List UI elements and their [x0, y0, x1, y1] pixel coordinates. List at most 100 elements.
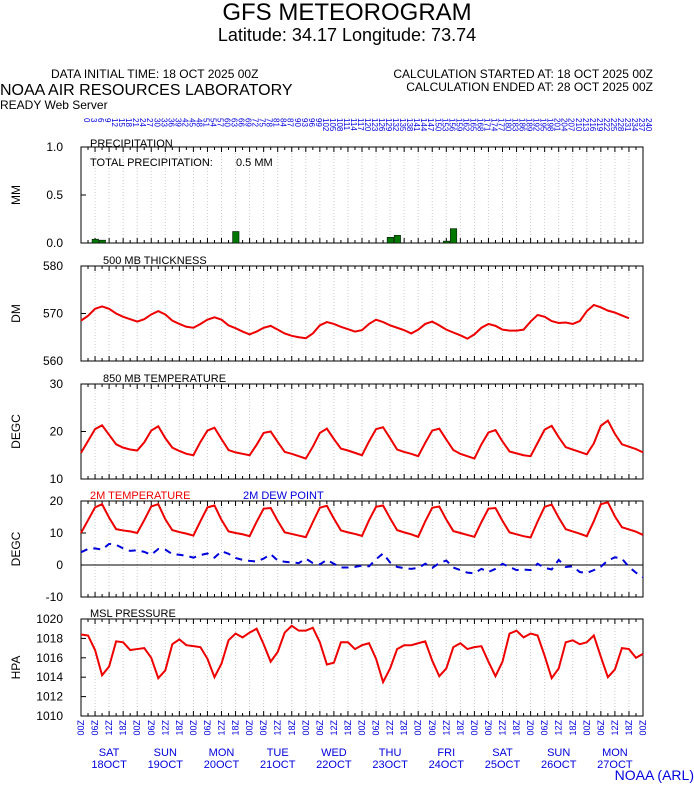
series-line	[80, 419, 644, 460]
bottom-hour-label: 00Z	[638, 720, 648, 736]
y-tick-label: 0.5	[46, 188, 63, 202]
top-hour-label: 54	[208, 118, 217, 127]
data-initial-time: DATA INITIAL TIME: 18 OCT 2025 00Z	[51, 67, 259, 81]
top-hour-label: 51	[201, 118, 210, 127]
bottom-hour-label: 12Z	[329, 720, 339, 736]
day-date-label: 20OCT	[204, 759, 240, 771]
precip-bar	[450, 228, 458, 244]
bottom-hour-label: 18Z	[624, 720, 634, 736]
title: GFS METEOROGRAM	[222, 0, 472, 26]
bottom-hour-label: 12Z	[554, 720, 564, 736]
top-hour-label: 102	[321, 118, 330, 132]
y-axis-label: DM	[9, 304, 23, 323]
panel-title: MSL PRESSURE	[90, 608, 176, 620]
top-hour-label: 189	[525, 118, 534, 132]
precip-bar	[443, 240, 451, 244]
y-tick-label: 1010	[36, 709, 63, 723]
y-tick-label: 10	[50, 472, 64, 486]
day-date-label: 25OCT	[485, 759, 521, 771]
lab-name: NOAA AIR RESOURCES LABORATORY	[0, 82, 293, 99]
panel-title-temp: 2M TEMPERATURE	[90, 490, 190, 502]
top-hour-label: 180	[504, 118, 513, 132]
bottom-hour-label: 06Z	[146, 720, 156, 736]
day-of-week-label: WED	[321, 747, 347, 759]
total-precip-value: 0.5 MM	[236, 157, 273, 169]
top-hour-label: 225	[609, 118, 618, 132]
precip-bar	[232, 231, 240, 244]
top-hour-label: 234	[630, 118, 639, 132]
top-hour-label: 99	[314, 118, 323, 127]
top-hour-label: 132	[391, 118, 400, 132]
bottom-hour-label: 12Z	[160, 720, 170, 736]
location: Latitude: 34.17 Longitude: 73.74	[217, 25, 477, 45]
y-axis-label: HPA	[9, 656, 23, 680]
bottom-hour-label: 00Z	[76, 720, 86, 736]
top-hour-label: 177	[496, 118, 505, 132]
bottom-hour-label: 12Z	[104, 720, 114, 736]
top-hour-label: 192	[532, 118, 541, 132]
top-hour-label: 159	[454, 118, 463, 132]
top-hour-label: 15	[117, 118, 126, 127]
day-of-week-label: SUN	[154, 747, 177, 759]
bottom-hour-label: 18Z	[512, 720, 522, 736]
panel-1: 560 570 580 DM 500 MB THICKNESS	[9, 255, 644, 368]
panel-title: 500 MB THICKNESS	[103, 255, 207, 267]
panel-2: 10 20 30 DEGC 850 MB TEMPERATURE	[9, 373, 644, 486]
top-hour-label: 111	[342, 118, 351, 131]
panel-0: 0.0 0.5 1.0 MM PRECIPITATION TOTAL PRECIPITAT…	[9, 138, 644, 250]
bottom-hour-label: 00Z	[188, 720, 198, 736]
bottom-hour-label: 12Z	[610, 720, 620, 736]
bottom-hour-label: 06Z	[371, 720, 381, 736]
panel-title-dewpoint: 2M DEW POINT	[243, 490, 324, 502]
top-hour-label: 42	[180, 118, 189, 127]
bottom-hour-label: 00Z	[132, 720, 142, 736]
top-hour-label: 168	[475, 118, 484, 132]
top-hour-label: 240	[644, 118, 653, 132]
top-hour-label: 129	[384, 118, 393, 132]
bottom-hour-label: 00Z	[469, 720, 479, 736]
panel-title: PRECIPITATION	[90, 138, 173, 150]
bottom-hour-label: 18Z	[343, 720, 353, 736]
top-hour-label: 147	[426, 118, 435, 132]
bottom-hour-label: 06Z	[90, 720, 100, 736]
day-date-label: 18OCT	[91, 759, 127, 771]
top-hour-label: 222	[602, 118, 611, 132]
y-tick-label: 560	[43, 354, 63, 368]
top-hour-label: 9	[103, 118, 112, 123]
top-hour-label: 174	[489, 118, 498, 132]
y-tick-label: 570	[43, 307, 63, 321]
bottom-hour-label: 12Z	[385, 720, 395, 736]
top-hour-label: 228	[616, 118, 625, 132]
y-axis-label: MM	[9, 185, 23, 205]
bottom-hour-label: 12Z	[217, 720, 227, 736]
top-hour-label: 156	[447, 118, 456, 132]
top-hour-label: 105	[328, 118, 337, 132]
bottom-hour-label: 06Z	[596, 720, 606, 736]
bottom-hour-label: 00Z	[526, 720, 536, 736]
top-hour-label: 231	[623, 118, 632, 132]
top-hour-label: 93	[300, 118, 309, 127]
top-hour-label: 18	[124, 118, 133, 127]
top-hour-label: 21	[131, 118, 140, 127]
panel-4: 1010 1012 1014 1016 1018 1020 HPA MSL PRESSURE	[9, 608, 644, 723]
top-hour-label: 114	[349, 118, 358, 131]
top-hour-label: 141	[412, 118, 421, 132]
day-date-label: 26OCT	[541, 759, 577, 771]
top-hour-label: 36	[166, 118, 175, 127]
top-hour-label: 153	[440, 118, 449, 132]
y-tick-label: 20	[50, 425, 64, 439]
top-hour-label: 183	[511, 118, 520, 132]
top-hour-label: 60	[223, 118, 232, 127]
credit: NOAA (ARL)	[614, 767, 694, 783]
top-hour-label: 78	[265, 118, 274, 127]
day-of-week-label: TUE	[267, 747, 289, 759]
top-hour-label: 75	[258, 118, 267, 127]
top-hour-label: 237	[637, 118, 646, 132]
y-tick-label: 1012	[36, 690, 63, 704]
day-of-week-label: SAT	[99, 747, 120, 759]
top-hour-label: 39	[173, 118, 182, 127]
top-hour-label: 150	[433, 118, 442, 132]
bottom-hour-label: 06Z	[202, 720, 212, 736]
top-hour-label: 207	[567, 118, 576, 132]
day-date-label: 27OCT	[597, 759, 633, 771]
